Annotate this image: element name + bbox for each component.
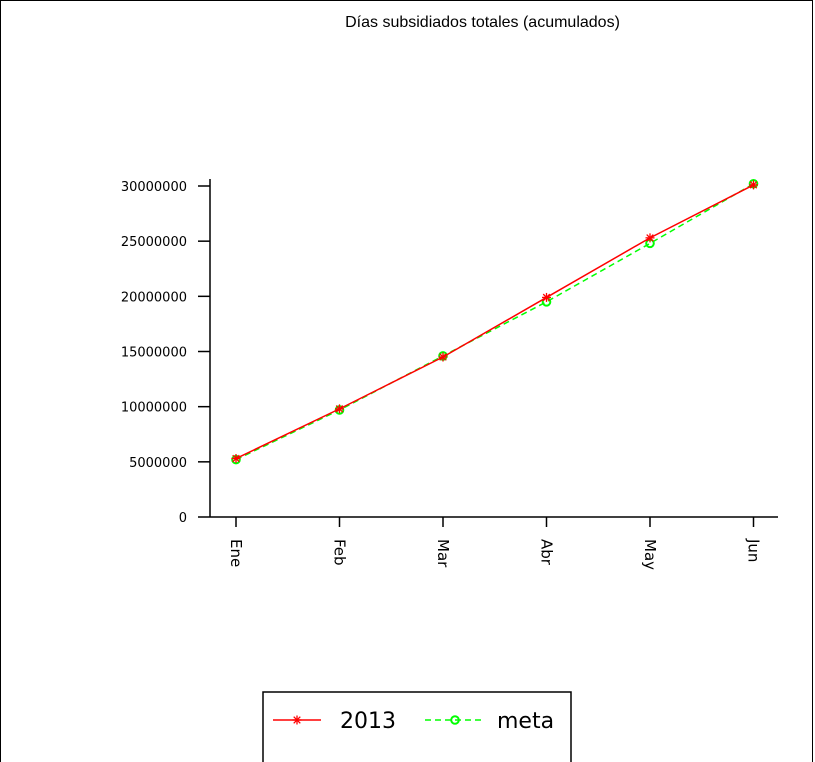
chart-title: Días subsidiados totales (acumulados)	[345, 14, 620, 31]
y-tick-label: 25000000	[121, 235, 187, 250]
series-2013-point	[335, 404, 344, 414]
series-2013-point	[438, 352, 448, 362]
legend: 2013 meta	[262, 691, 572, 762]
y-tick-label: 5000000	[129, 456, 187, 471]
series-2013	[231, 180, 758, 464]
x-tick-label: Abr	[538, 539, 556, 566]
legend-label-meta: meta	[497, 709, 554, 734]
y-tick-label: 30000000	[121, 180, 187, 195]
legend-marker-2013	[292, 715, 302, 725]
y-tick-label: 0	[179, 511, 187, 526]
series-2013-line	[235, 184, 754, 460]
series-2013-point	[749, 180, 758, 190]
y-tick-label: 15000000	[121, 346, 187, 361]
series-layer	[231, 178, 759, 465]
series-meta-line	[235, 183, 754, 461]
legend-box	[262, 691, 572, 762]
series-2013-point	[645, 233, 655, 243]
x-tick-label: Ene	[227, 539, 245, 567]
series-2013-point	[231, 454, 241, 464]
y-tick-label: 10000000	[121, 401, 187, 416]
series-2013-point	[542, 292, 551, 302]
axes: 0 5000000 10000000 15000000 20000000 25000000…	[121, 179, 778, 570]
legend-marker-meta	[450, 715, 460, 725]
y-tick-label: 20000000	[121, 290, 187, 305]
legend-label-2013: 2013	[340, 709, 396, 734]
x-tick-label: Feb	[331, 539, 349, 566]
x-tick-label: May	[641, 539, 659, 570]
x-tick-label: Mar	[434, 539, 452, 568]
x-tick-label: Jun	[745, 538, 763, 562]
